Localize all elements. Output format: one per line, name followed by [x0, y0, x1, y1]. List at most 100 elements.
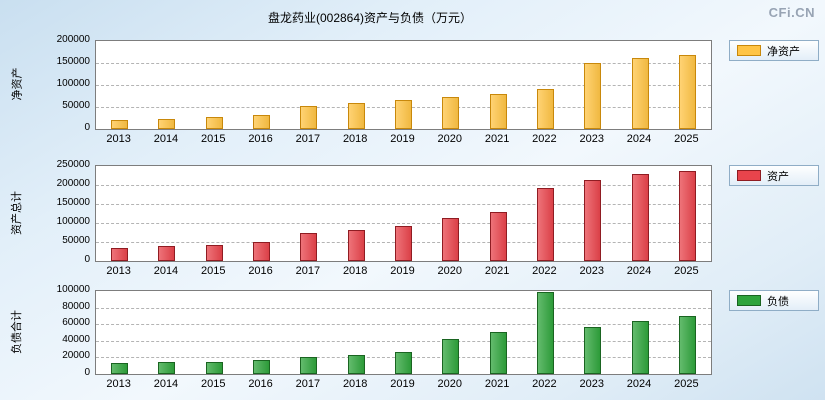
x-tick-label: 2013: [106, 378, 131, 390]
bar-2015: [205, 362, 223, 374]
bar-2018: [347, 355, 365, 374]
y-tick-label: 150000: [56, 197, 90, 208]
y-tick-label: 0: [84, 122, 90, 133]
gridline: [96, 324, 711, 326]
x-tick-label: 2013: [106, 265, 131, 277]
x-tick-label: 2020: [437, 378, 463, 390]
bar-2017: [300, 106, 318, 129]
bar-2016: [253, 242, 271, 261]
x-tick-label: 2022: [532, 133, 557, 145]
legend-label: 净资产: [767, 45, 800, 58]
gridline: [96, 85, 711, 86]
x-tick-label: 2015: [201, 265, 226, 277]
bar-2019: [395, 352, 412, 374]
gridline: [96, 185, 711, 186]
legend-label: 资产: [767, 170, 789, 183]
y-axis-title-wrap: 资产总计: [4, 165, 28, 260]
y-tick-label: 100000: [56, 78, 90, 89]
x-tick-label: 2024: [626, 265, 652, 277]
x-tick-label: 2016: [248, 378, 273, 390]
x-tick-label: 2023: [579, 265, 604, 277]
bars: [96, 291, 711, 374]
y-axis-title: 资产总计: [11, 190, 23, 235]
bar-2016: [253, 115, 271, 129]
bar-2022: [536, 188, 554, 261]
gridline: [96, 340, 711, 342]
x-tick-label: 2025: [674, 133, 699, 145]
bar-2023: [584, 180, 602, 261]
bar-2018: [347, 103, 365, 129]
x-tick-label: 2024: [626, 133, 652, 145]
plot-area: [95, 165, 712, 262]
bar-2024: [631, 174, 649, 261]
y-tick-label: 50000: [62, 100, 90, 111]
bar-2021: [489, 94, 507, 129]
x-tick-label: 2016: [248, 265, 273, 277]
y-axis-title-wrap: 负债合计: [4, 290, 28, 373]
bar-2020: [442, 97, 460, 129]
x-tick-label: 2017: [295, 378, 321, 390]
x-tick-label: 2015: [201, 378, 226, 390]
bar-2019: [395, 100, 412, 129]
y-tick-label: 50000: [62, 235, 90, 246]
bar-2018: [347, 230, 365, 261]
bar-2021: [489, 212, 507, 261]
y-axis-title: 净资产: [11, 67, 23, 101]
x-tick-label: 2014: [153, 265, 179, 277]
y-tick-label: 100000: [56, 284, 90, 295]
bar-2014: [158, 246, 176, 261]
legend-swatch: [737, 295, 761, 306]
y-tick-label: 60000: [62, 317, 90, 329]
x-tick-label: 2021: [484, 378, 510, 390]
liabilities-chart: 负债合计 0 20000 40000 60000 80000 100000 2013 201…: [0, 284, 825, 398]
x-tick-label: 2015: [201, 133, 226, 145]
y-tick-label: 250000: [56, 159, 90, 170]
legend: 负债: [729, 290, 819, 311]
bar-2023: [584, 327, 602, 374]
total-assets-chart: 资产总计 0 50000 100000 150000 200000 250000 2013…: [0, 159, 825, 283]
bars: [96, 166, 711, 261]
bar-2013: [111, 120, 129, 129]
x-tick-label: 2025: [674, 378, 699, 390]
x-tick-label: 2023: [579, 378, 604, 390]
y-tick-label: 40000: [62, 333, 90, 345]
gridline: [96, 63, 711, 64]
y-tick-label: 0: [84, 254, 90, 265]
plot-area: [95, 290, 712, 375]
x-tick-label: 2013: [106, 133, 131, 145]
gridline: [96, 307, 711, 309]
cfi-watermark: CFi.CN: [768, 5, 815, 20]
x-tick-label: 2019: [390, 265, 415, 277]
x-tick-label: 2021: [484, 133, 510, 145]
page-title: 盘龙药业(002864)资产与负债（万元）: [267, 11, 473, 25]
bar-2020: [442, 339, 460, 374]
x-tick-label: 2014: [153, 378, 179, 390]
y-tick-label: 150000: [56, 56, 90, 67]
x-tick-label: 2022: [532, 265, 557, 277]
x-tick-label: 2019: [390, 133, 415, 145]
bar-2015: [205, 245, 223, 261]
gridline: [96, 204, 711, 205]
bar-2025: [678, 171, 696, 261]
bar-2019: [395, 226, 412, 261]
y-tick-label: 20000: [62, 350, 90, 362]
bar-2016: [253, 360, 271, 374]
x-tick-label: 2025: [674, 265, 699, 277]
bar-2024: [631, 58, 649, 129]
y-tick-label: 200000: [56, 178, 90, 189]
x-tick-label: 2020: [437, 265, 463, 277]
bar-2025: [678, 55, 696, 129]
y-axis-title: 负债合计: [11, 309, 23, 354]
legend: 资产: [729, 165, 819, 186]
x-tick-label: 2022: [532, 378, 557, 390]
x-tick-label: 2018: [342, 378, 368, 390]
y-axis-title-wrap: 净资产: [4, 40, 28, 128]
net-assets-chart: 净资产 0 50000 100000 150000 200000 2013 2014 201…: [0, 34, 825, 152]
y-tick-label: 200000: [56, 34, 90, 45]
x-tick-label: 2021: [484, 265, 510, 277]
x-tick-label: 2016: [248, 133, 273, 145]
bar-2020: [442, 218, 460, 261]
x-tick-label: 2019: [390, 378, 415, 390]
legend: 净资产: [729, 40, 819, 61]
